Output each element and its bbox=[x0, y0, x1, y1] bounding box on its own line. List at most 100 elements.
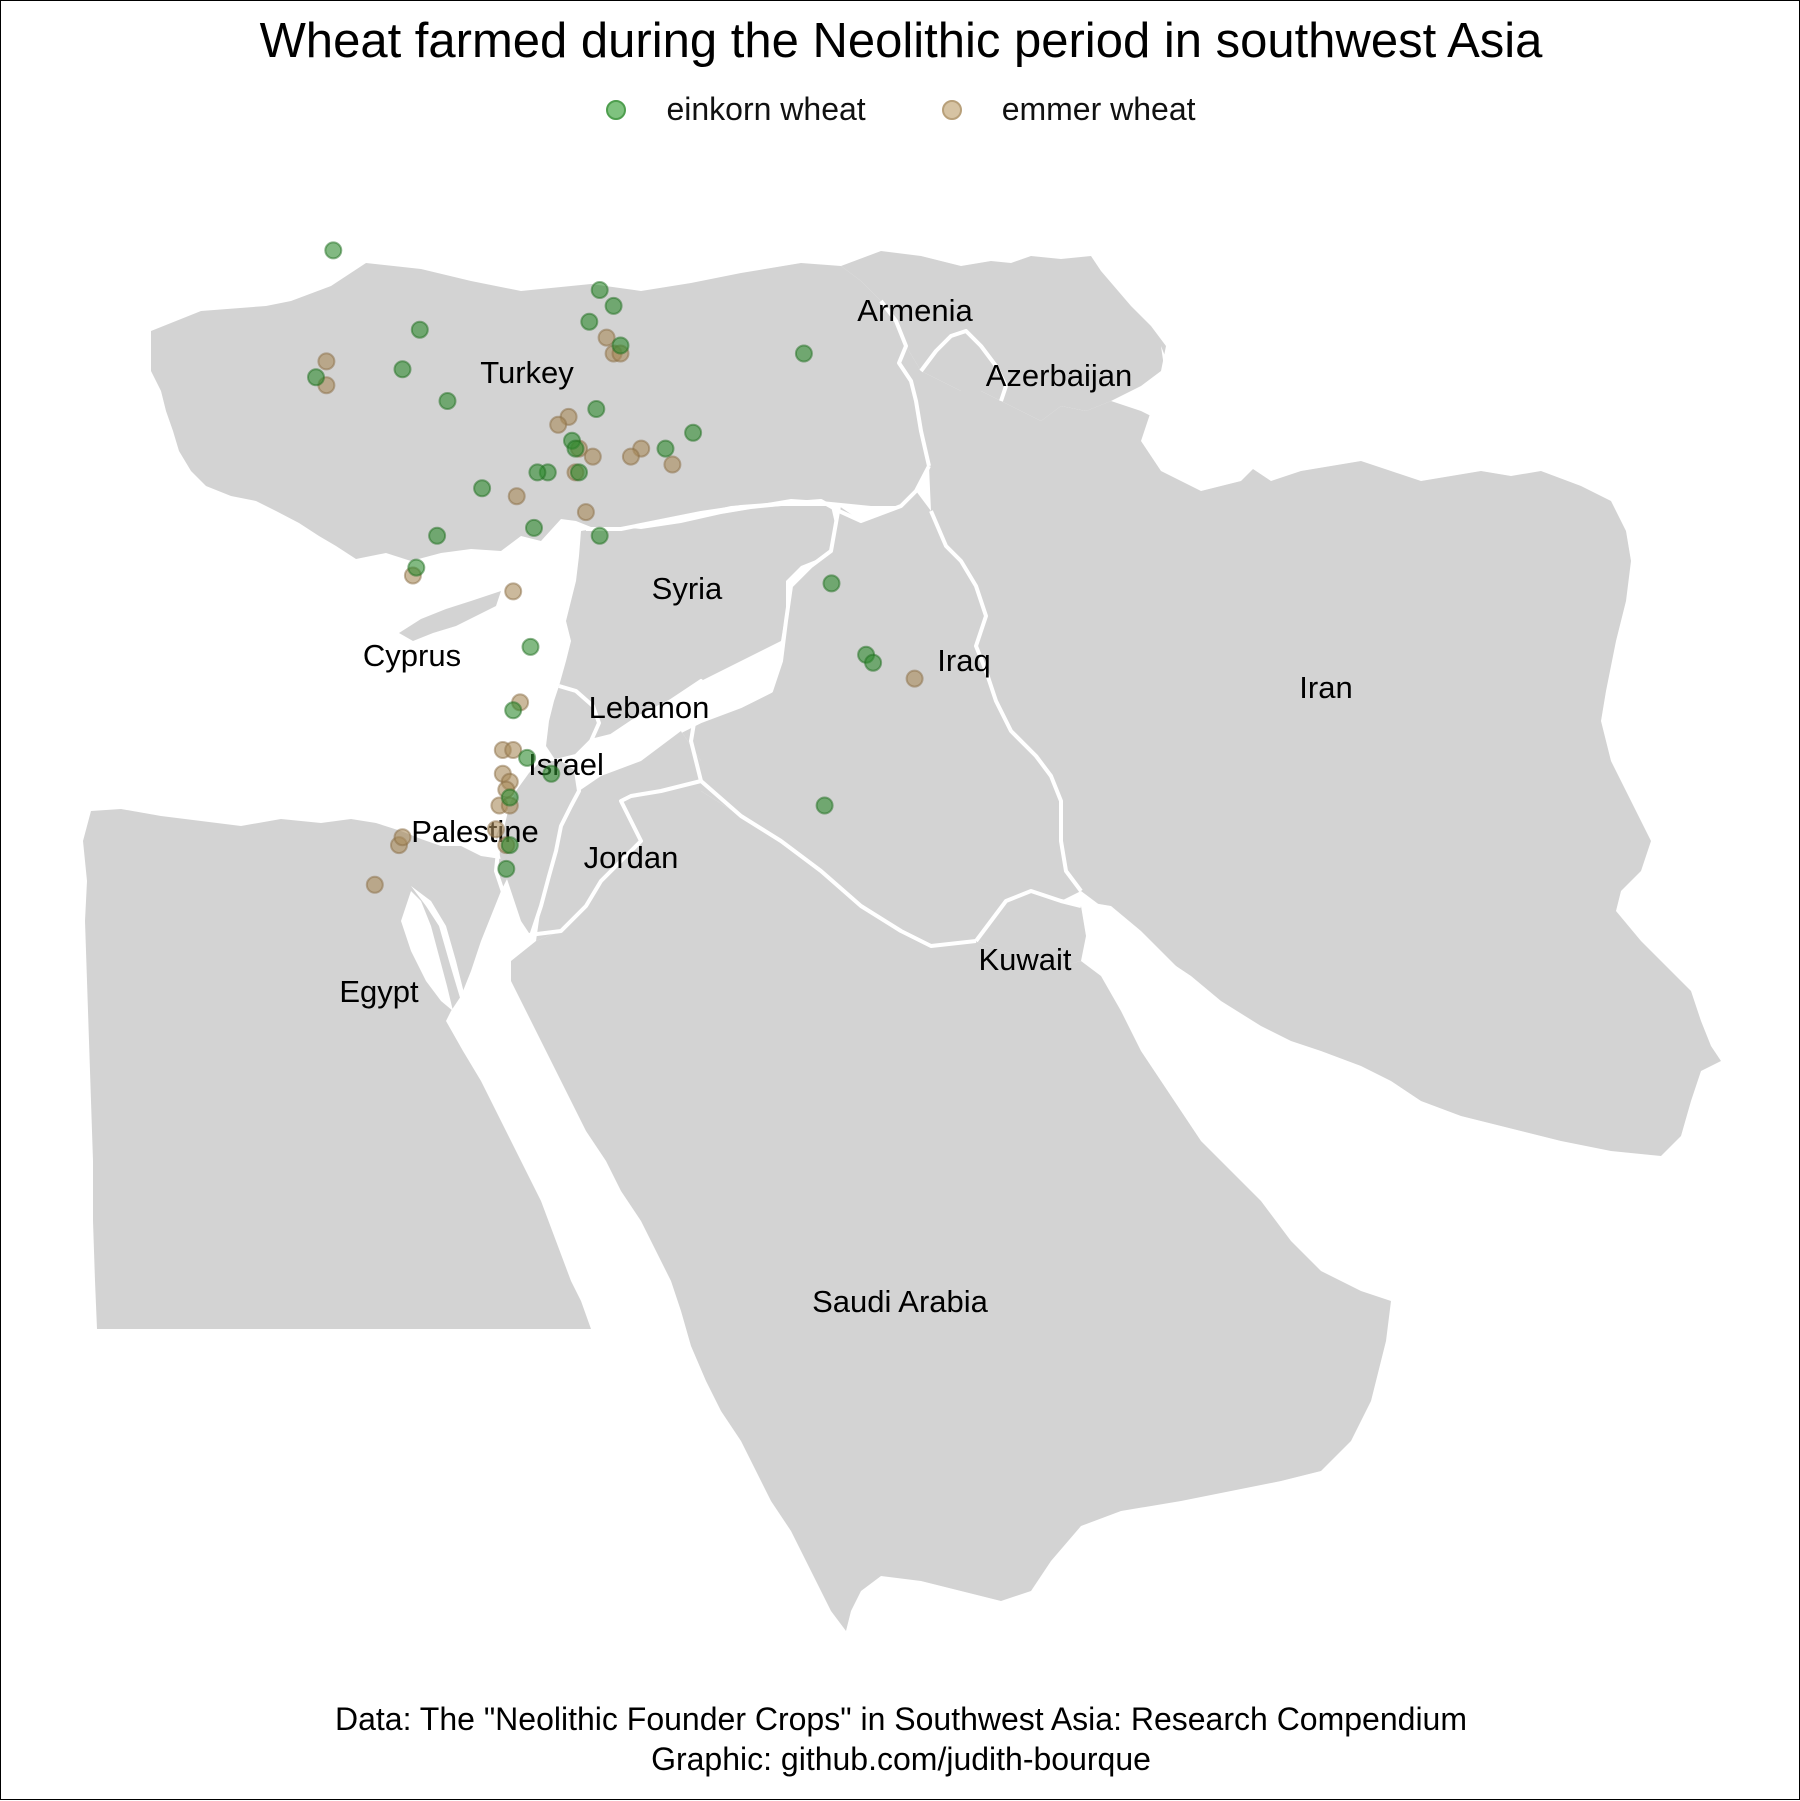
einkorn-site-point bbox=[407, 558, 426, 577]
einkorn-site-point bbox=[656, 439, 675, 458]
gulf-of-suez bbox=[401, 891, 453, 1011]
border-israel-jordan bbox=[529, 770, 581, 937]
einkorn-site-point bbox=[815, 796, 834, 815]
country-cyprus bbox=[399, 591, 501, 641]
einkorn-site-point bbox=[590, 526, 609, 545]
country-syria bbox=[559, 506, 839, 741]
border-jordan-saudi bbox=[520, 779, 702, 938]
label-armenia: Armenia bbox=[857, 293, 973, 328]
label-syria: Syria bbox=[652, 571, 723, 606]
country-turkey bbox=[151, 263, 929, 561]
border-turkey-caucasus bbox=[879, 299, 931, 467]
country-kuwait bbox=[976, 891, 1086, 966]
emmer-legend-dot bbox=[941, 99, 962, 120]
einkorn-site-point bbox=[324, 241, 343, 260]
emmer-site-point bbox=[507, 487, 526, 506]
einkorn-site-point bbox=[473, 479, 492, 498]
einkorn-site-point bbox=[410, 320, 429, 339]
einkorn-site-point bbox=[542, 764, 561, 783]
einkorn-site-point bbox=[570, 463, 588, 482]
einkorn-site-point bbox=[504, 701, 523, 720]
einkorn-site-point bbox=[500, 836, 519, 855]
label-egypt: Egypt bbox=[339, 974, 419, 1009]
label-lebanon: Lebanon bbox=[589, 690, 710, 725]
einkorn-site-point bbox=[500, 788, 519, 807]
einkorn-site-point bbox=[521, 637, 540, 656]
einkorn-site-point bbox=[518, 748, 537, 767]
einkorn-site-point bbox=[590, 281, 609, 299]
emmer-site-point bbox=[905, 669, 924, 688]
emmer-site-point bbox=[504, 582, 523, 601]
label-cyprus: Cyprus bbox=[363, 638, 461, 673]
emmer-site-point bbox=[486, 820, 505, 839]
label-saudi-arabia: Saudi Arabia bbox=[812, 1284, 989, 1319]
emmer-site-point bbox=[393, 828, 412, 847]
border-iraq-iran bbox=[929, 510, 1083, 893]
einkorn-site-point bbox=[611, 336, 630, 355]
emmer-site-point bbox=[317, 352, 336, 371]
border-syria-iraq bbox=[680, 505, 841, 733]
einkorn-site-point bbox=[497, 859, 516, 878]
country-saudi-arabia bbox=[511, 781, 1391, 1631]
einkorn-site-point bbox=[566, 439, 585, 458]
einkorn-site-point bbox=[684, 423, 703, 442]
emmer-site-point bbox=[583, 447, 602, 466]
sea-layer bbox=[401, 331, 1301, 1621]
country-iran bbox=[899, 346, 1721, 1156]
country-egypt bbox=[83, 809, 591, 1329]
emmer-site-point bbox=[365, 875, 384, 894]
legend-label-emmer: emmer wheat bbox=[1001, 91, 1196, 127]
border-layer bbox=[494, 299, 1083, 948]
einkorn-site-point bbox=[528, 463, 547, 482]
einkorn-site-point bbox=[587, 400, 606, 418]
border-armenia-azerbaijan bbox=[919, 329, 1008, 402]
country-lebanon bbox=[546, 686, 599, 761]
border-syria-jordan-iraq bbox=[590, 679, 703, 782]
emmer-site-point bbox=[663, 455, 682, 474]
caption-graphic-credit: Graphic: github.com/judith-bourque bbox=[651, 1741, 1151, 1777]
einkorn-site-point bbox=[525, 518, 543, 537]
emmer-site-point bbox=[576, 503, 595, 522]
einkorn-site-point bbox=[393, 360, 412, 379]
caption-data-source: Data: The "Neolithic Founder Crops" in S… bbox=[334, 1701, 1467, 1737]
persian-gulf bbox=[1081, 901, 1301, 1091]
label-israel: Israel bbox=[528, 747, 604, 782]
emmer-site-point bbox=[549, 415, 568, 434]
legend-item-emmer: emmer wheat bbox=[941, 91, 1196, 128]
sites-layer bbox=[307, 241, 924, 894]
label-kuwait: Kuwait bbox=[978, 942, 1071, 977]
border-iraq-saudi bbox=[699, 779, 977, 948]
einkorn-site-point bbox=[822, 574, 841, 593]
einkorn-legend-dot bbox=[606, 99, 627, 120]
einkorn-site-point bbox=[864, 653, 883, 672]
label-azerbaijan: Azerbaijan bbox=[986, 358, 1132, 393]
einkorn-site-point bbox=[428, 526, 447, 545]
border-lebanon bbox=[555, 684, 601, 763]
caspian-sea bbox=[1131, 331, 1261, 491]
land-layer bbox=[83, 251, 1721, 1631]
emmer-site-point bbox=[504, 741, 523, 759]
legend-label-einkorn: einkorn wheat bbox=[666, 91, 866, 127]
label-palestine: Palestine bbox=[411, 814, 539, 849]
emmer-site-point bbox=[621, 447, 640, 466]
map-title: Wheat farmed during the Neolithic period… bbox=[259, 14, 1543, 68]
border-kuwait bbox=[974, 889, 1082, 943]
einkorn-site-point bbox=[794, 344, 813, 363]
label-jordan: Jordan bbox=[584, 840, 679, 875]
einkorn-site-point bbox=[580, 312, 599, 331]
label-turkey: Turkey bbox=[480, 355, 574, 390]
country-caucasus bbox=[841, 251, 1166, 421]
legend: einkorn wheat emmer wheat bbox=[1, 91, 1800, 128]
einkorn-site-point bbox=[438, 392, 457, 410]
caption: Data: The "Neolithic Founder Crops" in S… bbox=[1, 1699, 1800, 1779]
country-labels: Armenia Turkey Azerbaijan Syria Cyprus I… bbox=[339, 293, 1352, 1319]
einkorn-site-point bbox=[307, 368, 325, 387]
label-iran: Iran bbox=[1299, 670, 1352, 705]
emmer-site-point bbox=[597, 328, 616, 347]
label-iraq: Iraq bbox=[937, 643, 990, 678]
einkorn-site-point bbox=[604, 296, 623, 315]
country-jordan bbox=[536, 731, 701, 941]
border-turkey-syria bbox=[586, 465, 931, 531]
